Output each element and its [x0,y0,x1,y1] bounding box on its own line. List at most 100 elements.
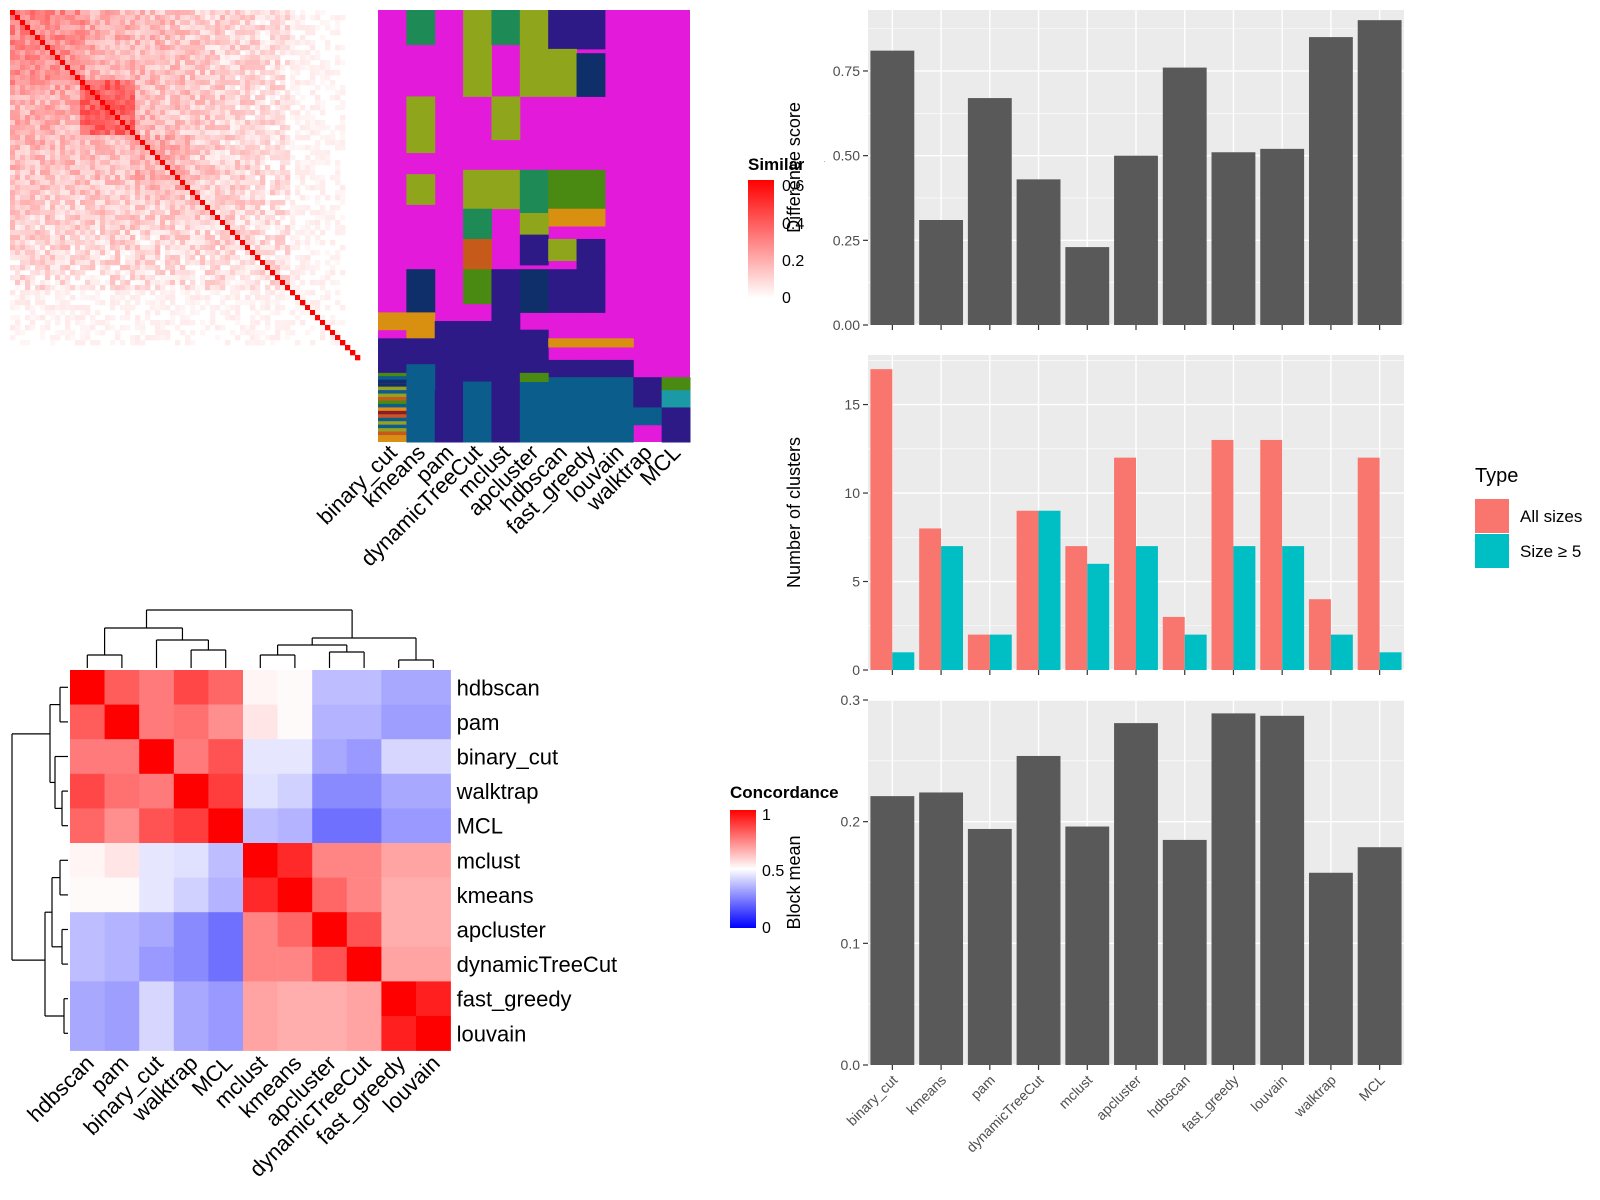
assignment-block [406,364,436,443]
similarity-cell [95,310,101,316]
similarity-cell [45,80,51,86]
similarity-cell [30,85,36,91]
similarity-cell [55,120,61,126]
similarity-cell [320,210,326,216]
similarity-cell [145,95,151,101]
similarity-cell [310,270,316,276]
similarity-cell [185,230,191,236]
similarity-cell [255,225,261,231]
similarity-cell [110,340,116,346]
similarity-cell [180,195,186,201]
similarity-cell [210,285,216,291]
bar-size-5 [1233,546,1256,670]
similarity-cell [35,180,41,186]
similarity-cell [240,95,246,101]
similarity-cell [315,215,321,221]
similarity-cell [115,270,121,276]
similarity-cell [60,295,66,301]
similarity-cell [320,280,326,286]
similarity-cell [140,105,146,111]
similarity-cell [180,230,186,236]
similarity-cell [155,220,161,226]
similarity-cell [25,40,31,46]
similarity-cell [335,45,341,51]
similarity-cell [200,95,206,101]
similarity-cell [165,275,171,281]
similarity-cell [200,90,206,96]
similarity-cell [260,190,266,196]
similarity-cell [205,140,211,146]
similarity-cell [175,200,181,206]
similarity-cell [230,80,236,86]
similarity-cell [70,330,76,336]
similarity-cell [80,110,86,116]
similarity-cell [340,185,346,191]
similarity-cell [140,220,146,226]
similarity-cell [275,245,281,251]
similarity-cell [305,205,311,211]
similarity-cell [55,215,61,221]
similarity-cell [95,15,101,21]
similarity-cell [115,75,121,81]
similarity-cell [155,245,161,251]
similarity-cell [265,265,271,271]
similarity-cell [190,60,196,66]
similarity-cell [90,130,96,136]
similarity-cell [310,265,316,271]
similarity-cell [150,125,156,131]
similarity-cell [225,155,231,161]
similarity-cell [40,90,46,96]
similarity-cell [285,250,291,256]
similarity-cell [20,190,26,196]
similarity-cell [80,260,86,266]
similarity-cell [20,155,26,161]
similarity-cell [195,35,201,41]
similarity-cell [325,75,331,81]
similarity-cell [15,25,21,31]
similarity-cell [215,250,221,256]
similarity-cell [100,195,106,201]
concordance-cell [243,981,278,1017]
similarity-cell [60,65,66,71]
similarity-cell [260,180,266,186]
similarity-cell [130,105,136,111]
similarity-cell [15,70,21,76]
similarity-cell [205,110,211,116]
similarity-cell [185,250,191,256]
similarity-cell [70,220,76,226]
similarity-cell [35,155,41,161]
similarity-cell [95,70,101,76]
similarity-cell [275,20,281,26]
similarity-cell [60,185,66,191]
similarity-cell [30,90,36,96]
similarity-cell [255,25,261,31]
similarity-cell [295,50,301,56]
concordance-legend-tick: 1 [762,807,771,824]
similarity-cell [135,250,141,256]
similarity-cell [270,190,276,196]
y-tick-label: 0.00 [833,317,860,333]
similarity-cell [100,150,106,156]
similarity-cell [270,95,276,101]
similarity-cell [195,105,201,111]
similarity-cell [100,320,106,326]
similarity-cell [300,60,306,66]
similarity-cell [110,60,116,66]
similarity-cell [215,150,221,156]
similarity-cell [145,100,151,106]
assignment-stripe [378,435,407,439]
similarity-cell [130,195,136,201]
similarity-cell [305,225,311,231]
similarity-cell [200,105,206,111]
similarity-cell [215,15,221,21]
similarity-cell [335,30,341,36]
similarity-cell [100,50,106,56]
bar-all-sizes [1308,599,1331,670]
bar [1162,839,1207,1065]
similarity-cell [95,25,101,31]
similarity-cell [250,75,256,81]
similarity-cell [35,165,41,171]
similarity-cell [315,180,321,186]
similarity-cell [25,75,31,81]
similarity-cell [35,30,41,36]
